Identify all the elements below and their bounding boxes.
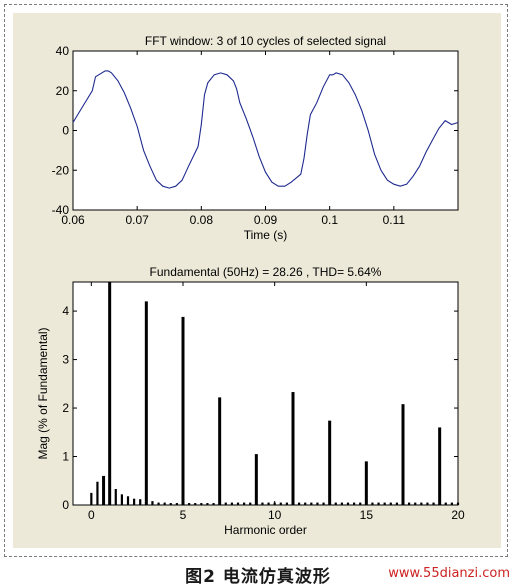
harmonic-bar [273,502,276,505]
harmonic-bar [254,454,258,505]
x-tick-label: 15 [360,508,374,522]
x-tick-label: 0.08 [190,213,214,227]
harmonic-bar [340,502,343,505]
figure-window: FFT window: 3 of 10 cycles of selected s… [13,13,501,548]
harmonic-bar [114,489,117,505]
harmonic-bar [267,502,270,505]
harmonic-bar [90,492,93,505]
harmonic-bar [328,420,332,505]
harmonic-bar [96,481,99,505]
harmonic-bar [243,502,246,505]
y-tick-label: 0 [62,124,69,138]
harmonic-bar [169,503,172,505]
harmonic-bar [371,502,374,505]
harmonic-bar [456,502,460,505]
harmonic-bar [157,502,160,505]
figure-frame: FFT window: 3 of 10 cycles of selected s… [4,4,508,557]
x-tick-label: 5 [180,508,187,522]
y-tick-label: 40 [56,44,70,58]
harmonic-bar [420,502,423,505]
harmonic-bar [212,503,215,505]
harmonic-bar [432,502,435,505]
y-tick-label: -20 [52,163,70,177]
harmonic-bar [194,503,197,505]
harmonic-bar [353,502,356,505]
x-tick-label: 0.11 [383,213,406,227]
harmonic-bar [408,502,411,505]
harmonic-bar [218,397,222,505]
y-tick-label: -40 [52,203,70,217]
harmonic-bar [444,502,447,505]
harmonic-bar [230,502,233,505]
y-tick-label: 20 [56,84,70,98]
harmonic-bar [279,502,282,505]
y-axis-label: Mag (% of Fundamental) [36,327,50,459]
figure-svg: FFT window: 3 of 10 cycles of selected s… [36,34,465,537]
harmonic-bar [285,502,288,505]
harmonic-bar [291,392,295,505]
series-line [72,70,459,189]
x-tick-label: 20 [451,508,465,522]
harmonic-bar [359,502,362,505]
harmonic-bar [175,503,178,505]
x-axis-label: Harmonic order [224,523,307,537]
harmonic-bar [426,502,429,505]
x-tick-label: 0.07 [125,213,149,227]
harmonic-bar [144,301,148,505]
harmonic-bar [298,502,301,505]
harmonic-bar [414,502,417,505]
plot-area [72,281,459,506]
x-axis-label: Time (s) [244,228,288,242]
y-tick-label: 1 [62,450,69,464]
x-tick-label: 0.1 [321,213,338,227]
harmonic-bar [334,502,337,505]
x-tick-label: 10 [268,508,282,522]
harmonic-bar [224,502,227,505]
harmonic-bar [316,502,319,505]
harmonic-bar [346,502,350,505]
harmonic-bar [310,502,313,505]
harmonic-bar [377,502,380,505]
plot-area [72,50,459,211]
harmonic-bar [126,496,130,505]
harmonic-bar [181,316,185,505]
x-tick-label: 0.09 [254,213,278,227]
harmonic-bar [139,499,142,505]
watermark: www.55dianzi.com [388,566,510,581]
chart-title: Fundamental (50Hz) = 28.26 , THD= 5.64% [150,265,382,279]
chart-title: FFT window: 3 of 10 cycles of selected s… [145,34,386,48]
harmonic-bar [261,502,264,505]
figure-caption: 图2 电流仿真波形 [185,567,331,587]
harmonic-bar [133,498,136,505]
y-tick-label: 3 [62,353,69,367]
x-tick-label: 0.06 [61,213,85,227]
harmonic-bar [322,502,325,505]
harmonic-bar [102,475,106,505]
harmonic-bar [438,427,442,505]
y-tick-label: 2 [62,401,69,415]
harmonic-bar [401,404,405,505]
harmonic-bar [120,494,123,505]
harmonic-bar [200,503,203,505]
harmonic-bar [151,501,154,505]
y-tick-label: 0 [62,498,69,512]
harmonic-bar [304,502,307,505]
harmonic-bar [364,461,368,505]
harmonic-bar [249,502,252,505]
harmonic-bar [108,282,112,505]
harmonic-bar [450,502,453,505]
harmonic-bar [236,502,240,505]
harmonic-bar [163,502,166,505]
harmonic-bar [383,502,386,505]
x-tick-label: 0 [88,508,95,522]
y-tick-label: 4 [62,304,69,318]
harmonic-bar [395,502,398,505]
harmonic-bar [389,502,392,505]
harmonic-bar [206,503,209,505]
harmonic-bar [188,503,191,505]
